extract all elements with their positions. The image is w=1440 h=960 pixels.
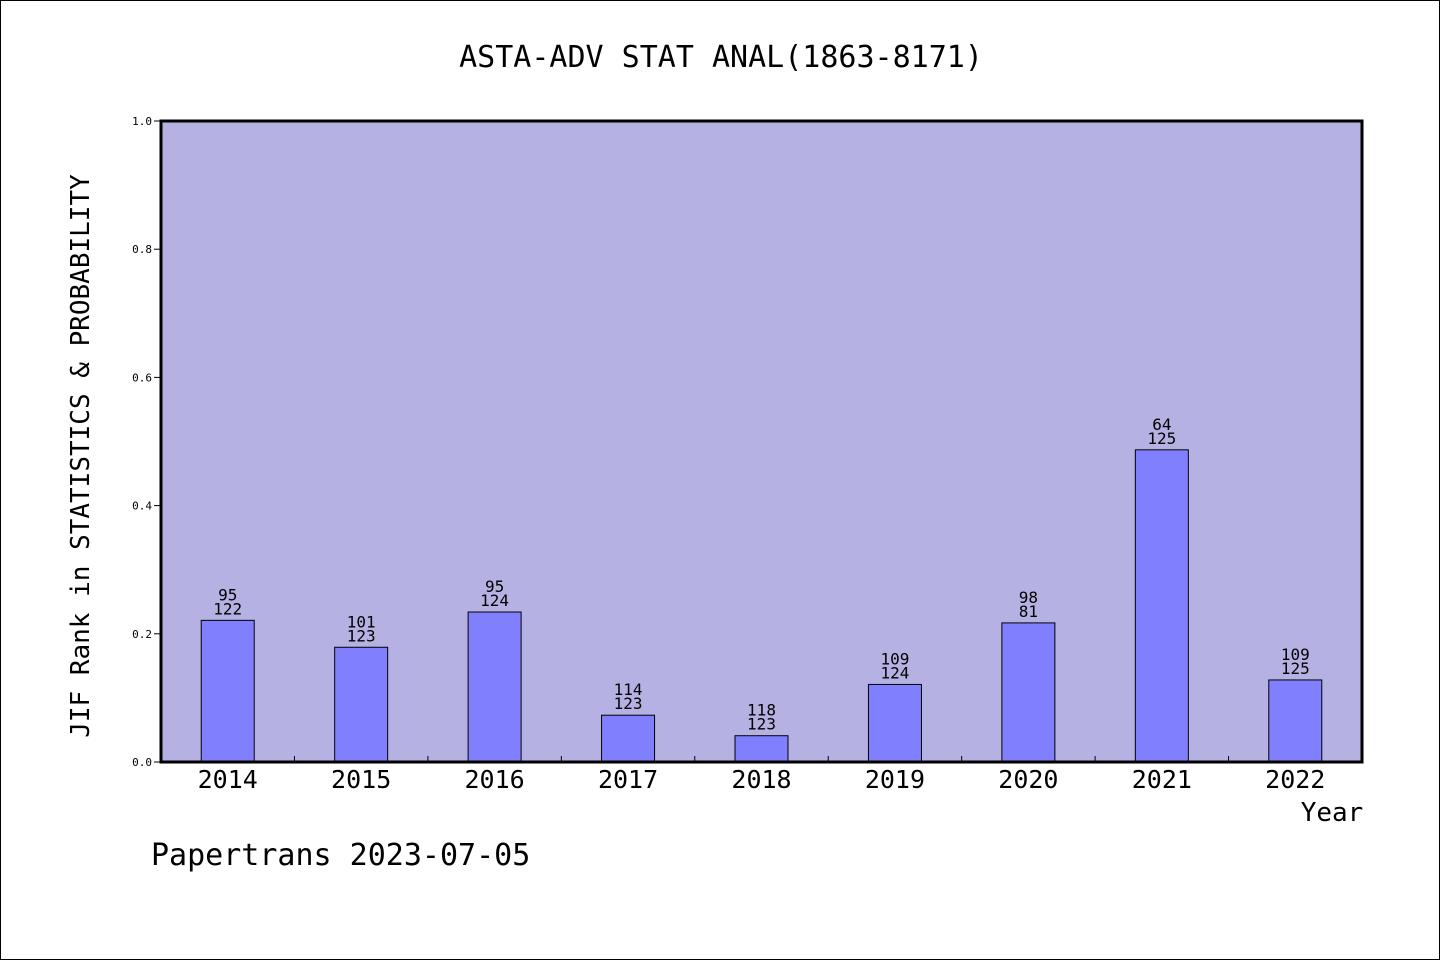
x-tick-label: 2021 xyxy=(1132,765,1192,794)
bar-2021 xyxy=(1134,449,1189,763)
bar-2018 xyxy=(734,735,789,763)
bar-label-top: 109 xyxy=(1281,645,1310,664)
bar-label-top: 95 xyxy=(218,585,237,604)
bar-label-top: 109 xyxy=(880,649,909,668)
x-axis-label: Year xyxy=(1301,798,1364,828)
bar-2017 xyxy=(601,714,656,763)
y-tick-label: 0.4 xyxy=(132,500,152,513)
bar-label-top: 114 xyxy=(614,680,643,699)
bar-label-bottom: 125 xyxy=(1147,429,1176,448)
bar-2019 xyxy=(867,683,922,763)
bar-label-top: 118 xyxy=(747,701,776,720)
x-tick-label: 2020 xyxy=(998,765,1058,794)
bar-label-bottom: 123 xyxy=(347,626,376,645)
bar-label-top: 64 xyxy=(1152,415,1171,434)
y-tick-label: 1.0 xyxy=(132,115,152,128)
footer-credit: Papertrans 2023-07-05 xyxy=(151,838,530,873)
y-tick-label: 0.2 xyxy=(132,628,152,641)
bar-label-bottom: 124 xyxy=(480,591,509,610)
bar-label-bottom: 81 xyxy=(1019,602,1038,621)
y-axis: 0.0 0.2 0.4 0.6 0.8 1.0 xyxy=(132,115,161,769)
x-tick-label: 2016 xyxy=(465,765,525,794)
y-tick-label: 0.6 xyxy=(132,371,152,384)
x-tick-label: 2019 xyxy=(865,765,925,794)
bar-label-bottom: 123 xyxy=(747,715,776,734)
bar-label-top: 98 xyxy=(1019,588,1038,607)
bar-2020 xyxy=(1001,622,1056,763)
y-axis-label: JIF Rank in STATISTICS & PROBABILITY xyxy=(66,174,96,738)
chart-title: ASTA-ADV STAT ANAL(1863-8171) xyxy=(459,40,983,75)
bar-label-top: 101 xyxy=(347,612,376,631)
x-tick-label: 2015 xyxy=(331,765,391,794)
plot-frame xyxy=(159,119,1364,764)
bar-2014 xyxy=(200,619,255,763)
bar-label-bottom: 124 xyxy=(880,663,909,682)
bar-2016 xyxy=(467,611,522,763)
y-tick-label: 0.0 xyxy=(132,756,152,769)
bar-label-bottom: 125 xyxy=(1281,659,1310,678)
x-tick-label: 2014 xyxy=(198,765,258,794)
y-tick-label: 0.8 xyxy=(132,243,152,256)
x-tick-label: 2017 xyxy=(598,765,658,794)
bar-label-bottom: 122 xyxy=(213,599,242,618)
bar-2015 xyxy=(334,646,389,763)
bar-label-bottom: 123 xyxy=(614,694,643,713)
x-tick-label: 2018 xyxy=(731,765,791,794)
bar-label-top: 95 xyxy=(485,577,504,596)
bar-2022 xyxy=(1268,679,1323,763)
x-axis: 2014 2015 2016 2017 2018 2019 2020 2021 2022 xyxy=(198,756,1325,794)
x-tick-label: 2022 xyxy=(1265,765,1325,794)
